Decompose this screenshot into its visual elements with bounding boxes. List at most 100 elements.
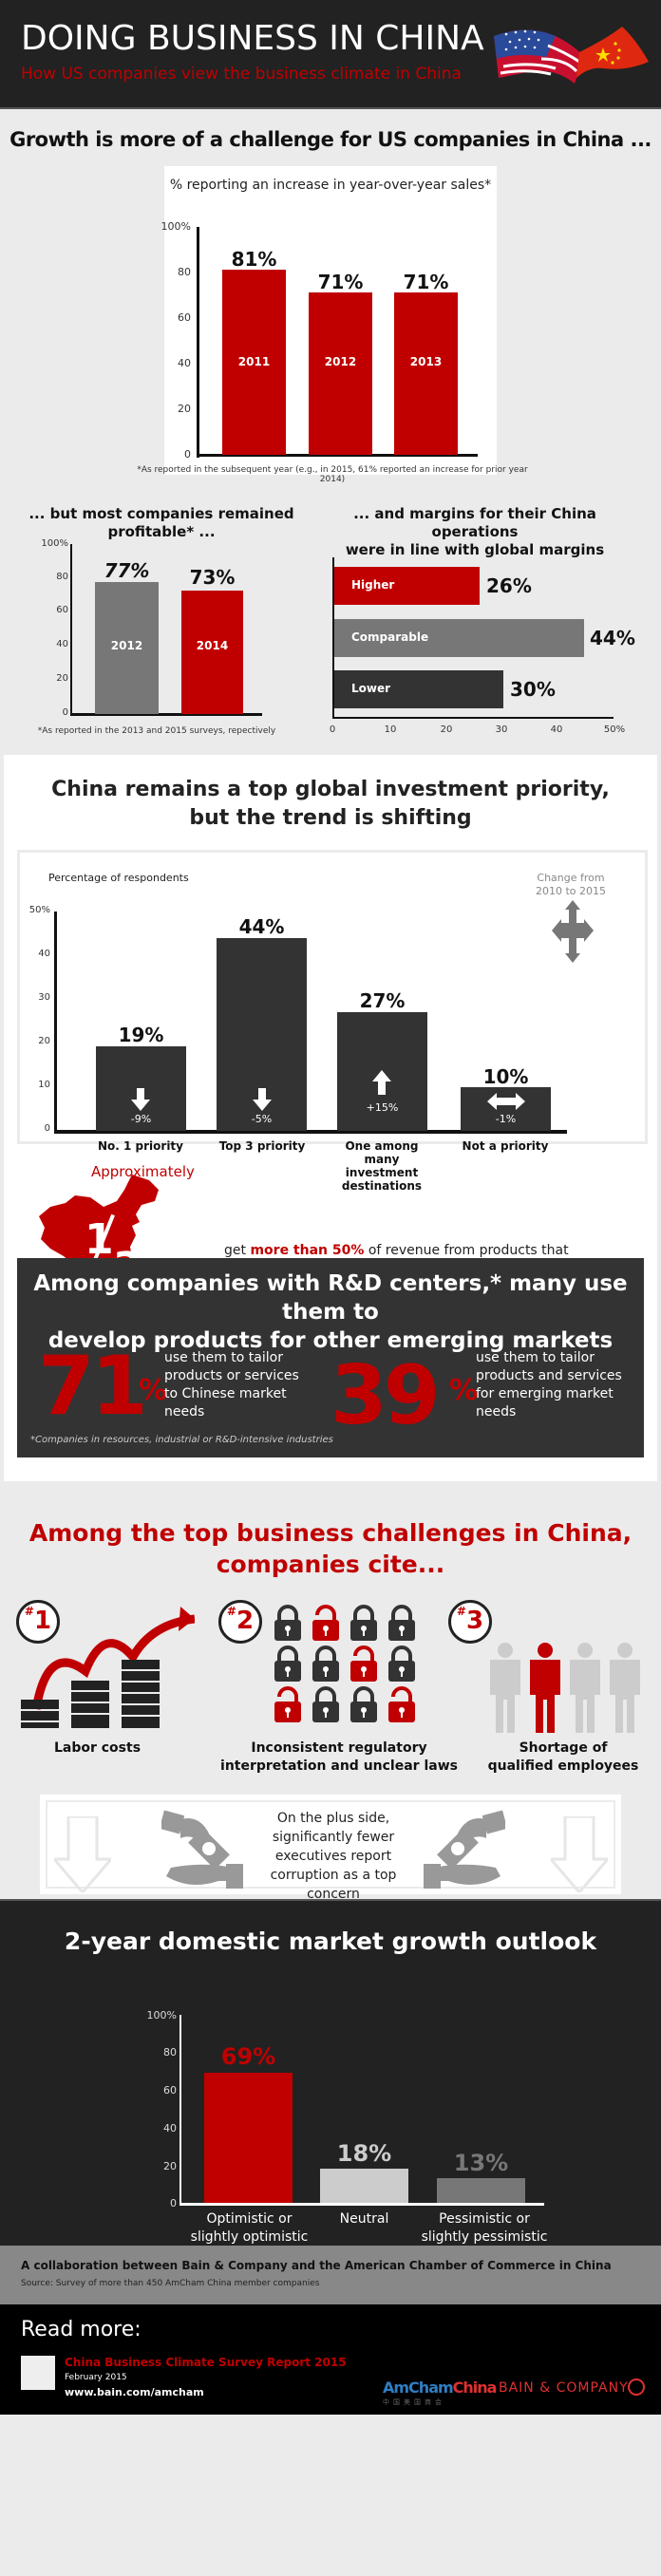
y-tick: 30 <box>38 992 50 1003</box>
bribe-hands-icon <box>161 1810 243 1889</box>
bar-value: 44% <box>238 915 285 938</box>
bar-lower: Lower <box>334 670 503 708</box>
rd-footnote: *Companies in resources, industrial or R… <box>30 1435 333 1445</box>
read-more-label: Read more: <box>21 2318 142 2341</box>
y-axis <box>179 2015 181 2205</box>
local-products-stat: Approximately 1 3 get more than 50% of r… <box>4 1163 657 1294</box>
arrow-down-icon <box>253 1088 272 1111</box>
y-tick: 20 <box>178 403 191 415</box>
investment-section: China remains a top global investment pr… <box>0 755 661 1294</box>
us-china-flags-icon <box>494 27 649 84</box>
y-tick: 20 <box>56 673 68 684</box>
x-axis <box>70 713 262 716</box>
bar-2011: 2011 <box>222 270 286 455</box>
bar-value: 18% <box>336 2140 392 2167</box>
arrow-up-icon <box>372 1070 391 1095</box>
x-tick: 20 <box>440 724 453 735</box>
amcham-logo: AmChamChina <box>383 2379 497 2397</box>
bar-2012: 2012 <box>309 292 372 455</box>
bar-2012: 2012 <box>95 582 159 714</box>
stat-71: 71 <box>38 1339 148 1434</box>
x-tick: 10 <box>384 724 397 735</box>
bar-no1-priority: -9% <box>96 1046 186 1131</box>
arrow-down-outline-icon <box>551 1816 608 1892</box>
category-label: Not a priority <box>462 1139 549 1153</box>
y-tick: 0 <box>184 448 191 461</box>
y-tick: 0 <box>62 707 68 718</box>
y-tick: 20 <box>38 1036 50 1046</box>
collaboration-band: A collaboration between Bain & Company a… <box>0 2246 661 2304</box>
category-label: No. 1 priority <box>97 1139 183 1153</box>
bar-neutral <box>320 2169 408 2203</box>
challenge-label-3: Shortage of qualified employees <box>487 1740 639 1774</box>
report-thumbnail[interactable] <box>21 2356 55 2390</box>
x-axis <box>197 454 478 457</box>
y-tick: 80 <box>56 572 68 582</box>
change-arrows-icon <box>552 900 594 963</box>
y-tick: 80 <box>163 2046 177 2059</box>
chart-title: % reporting an increase in year-over-yea… <box>169 178 492 193</box>
bar-one-among-many: +15% <box>337 1012 427 1131</box>
y-tick: 80 <box>178 266 191 278</box>
x-axis <box>332 717 614 719</box>
y-tick: 50% <box>28 905 50 915</box>
amcham-chinese-text: 中国美国商会 <box>383 2398 445 2406</box>
bar-optimistic <box>204 2073 293 2203</box>
y-axis <box>332 557 334 719</box>
arrow-down-outline-icon <box>54 1816 111 1892</box>
outlook-heading: 2-year domestic market growth outlook <box>64 1927 597 1955</box>
bain-logo-text: BAIN & COMPANY <box>499 2380 629 2396</box>
bar-value: 13% <box>453 2150 509 2176</box>
growth-section: Growth is more of a challenge for US com… <box>0 109 661 755</box>
y-tick: 0 <box>44 1123 50 1134</box>
rank-badge-3: #3 <box>448 1600 492 1644</box>
category-label: Top 3 priority <box>218 1139 306 1153</box>
page-title: DOING BUSINESS IN CHINA <box>21 19 484 58</box>
x-tick: 40 <box>550 724 563 735</box>
bar-value: 27% <box>359 989 406 1012</box>
x-tick: 30 <box>495 724 508 735</box>
growth-footnote: *As reported in the subsequent year (e.g… <box>137 465 528 484</box>
stat-71-desc: use them to tailor products or services … <box>164 1350 299 1420</box>
collaboration-text: A collaboration between Bain & Company a… <box>21 2259 612 2272</box>
x-axis <box>179 2203 544 2206</box>
rising-coins-icon <box>21 1607 195 1728</box>
arrow-left-right-icon <box>487 1093 525 1110</box>
change-legend: Change from 2010 to 2015 <box>535 872 607 897</box>
x-tick: 0 <box>329 724 336 735</box>
stat-39: 39 <box>330 1348 441 1443</box>
growth-heading: Growth is more of a challenge for US com… <box>9 128 652 151</box>
y-tick: 60 <box>163 2084 177 2097</box>
y-tick: 40 <box>178 357 191 369</box>
bar-value: 10% <box>482 1065 529 1088</box>
bar-value: 81% <box>231 248 277 271</box>
stat-39-desc: use them to tailor products and services… <box>476 1350 622 1420</box>
report-title-link[interactable]: China Business Climate Survey Report 201… <box>65 2356 347 2369</box>
y-tick: 40 <box>38 949 50 959</box>
bar-value: 30% <box>510 678 556 701</box>
pct-sign: % <box>449 1374 479 1407</box>
pct-sign: % <box>139 1374 168 1407</box>
bar-not-priority: -1% <box>461 1087 551 1131</box>
bribe-hands-icon <box>424 1810 505 1889</box>
category-label: Pessimistic or slightly pessimistic <box>421 2211 548 2245</box>
header: DOING BUSINESS IN CHINA How US companies… <box>0 0 661 109</box>
bar-2014: 2014 <box>181 591 243 714</box>
bain-logo-icon <box>628 2379 645 2396</box>
y-tick: 40 <box>163 2122 177 2134</box>
bar-value: 71% <box>317 271 364 293</box>
y-axis <box>54 912 57 1134</box>
y-tick: 100% <box>146 2009 177 2021</box>
y-tick: 10 <box>38 1080 50 1090</box>
rd-section: Among companies with R&D centers,* many … <box>0 1258 661 1481</box>
category-label: One among many investment destinations <box>341 1139 423 1193</box>
report-url-link[interactable]: www.bain.com/amcham <box>65 2386 204 2398</box>
category-label: Neutral <box>339 2211 389 2227</box>
challenges-heading: Among the top business challenges in Chi… <box>28 1519 633 1578</box>
y-tick: 100% <box>41 538 68 549</box>
people-icon <box>490 1643 640 1733</box>
bar-comparable: Comparable <box>334 619 584 657</box>
category-label: Optimistic or slightly optimistic <box>190 2211 309 2245</box>
page-subtitle: How US companies view the business clima… <box>21 65 462 84</box>
outlook-section: 2-year domestic market growth outlook 10… <box>0 1899 661 2246</box>
